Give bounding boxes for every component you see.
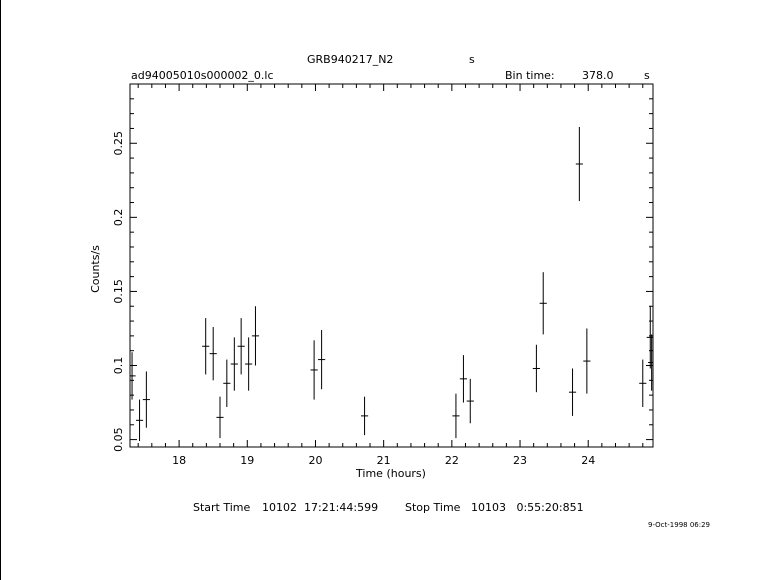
data-point	[130, 352, 136, 400]
start-time-value: 10102 17:21:44:599	[262, 501, 379, 514]
data-point	[459, 355, 468, 403]
x-tick-label: 22	[445, 454, 459, 467]
data-point	[318, 329, 326, 390]
data-point	[209, 326, 217, 381]
data-point	[230, 337, 238, 391]
x-tick-label: 24	[581, 454, 595, 467]
x-tick-label: 19	[240, 454, 254, 467]
y-axis-label: Counts/s	[89, 245, 102, 293]
data-point	[452, 393, 460, 439]
instrument-mark: s	[469, 53, 475, 66]
y-tick-label: 0.2	[112, 209, 125, 227]
stop-time-value: 10103 0:55:20:851	[471, 501, 584, 514]
data-point	[532, 344, 540, 393]
window-border	[0, 0, 1, 580]
data-point	[568, 368, 577, 416]
bin-time-value: 378.0	[582, 69, 614, 82]
data-point	[237, 318, 245, 375]
y-tick-label: 0.05	[112, 427, 125, 452]
data-point	[575, 126, 583, 202]
object-name: GRB940217_N2	[307, 53, 394, 66]
start-time-label: Start Time	[193, 501, 251, 514]
data-point	[539, 272, 547, 335]
data-point	[310, 340, 318, 400]
y-tick-label: 0.1	[112, 357, 125, 375]
data-point	[648, 334, 653, 391]
data-point	[135, 399, 144, 442]
x-tick-label: 21	[377, 454, 391, 467]
y-tick-label: 0.25	[112, 131, 125, 156]
file-name: ad94005010s000002_0.lc	[131, 69, 274, 82]
data-point	[202, 318, 210, 375]
y-axis: 0.05 0.1 0.15 0.2 0.25	[112, 83, 653, 452]
x-tick-label: 20	[308, 454, 322, 467]
data-point	[223, 359, 231, 407]
plot-frame	[129, 83, 654, 448]
bin-time-unit: s	[644, 69, 650, 82]
data-point	[251, 306, 260, 366]
data-point	[583, 328, 591, 394]
x-tick-label: 23	[513, 454, 527, 467]
data-point	[245, 337, 253, 391]
data-point	[639, 359, 647, 407]
stop-time-label: Stop Time	[405, 501, 461, 514]
data-point	[360, 396, 369, 436]
data-point	[216, 396, 224, 439]
x-axis: 18 19 20 21 22 23 24	[137, 84, 644, 467]
data-point	[466, 378, 474, 424]
bin-time-label: Bin time:	[505, 69, 555, 82]
data-points	[130, 126, 653, 442]
y-tick-label: 0.15	[112, 279, 125, 304]
x-axis-label: Time (hours)	[355, 467, 426, 480]
x-tick-label: 18	[172, 454, 186, 467]
date-stamp: 9-Oct-1998 06:29	[648, 521, 711, 529]
data-point	[142, 371, 150, 428]
